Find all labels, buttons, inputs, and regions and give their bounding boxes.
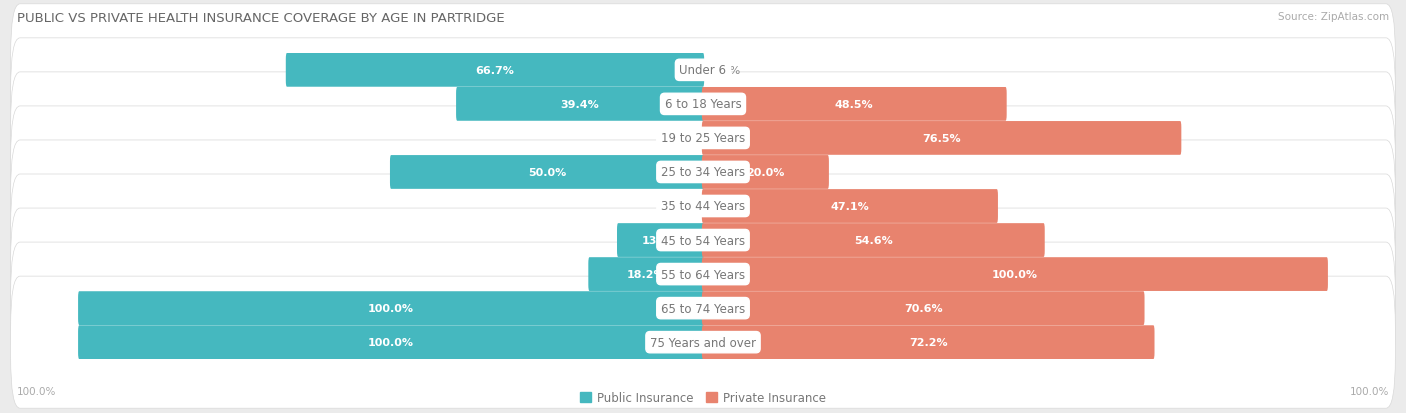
- Text: 25 to 34 Years: 25 to 34 Years: [661, 166, 745, 179]
- Text: 18.2%: 18.2%: [627, 269, 665, 280]
- FancyBboxPatch shape: [11, 209, 1395, 340]
- FancyBboxPatch shape: [11, 242, 1395, 374]
- FancyBboxPatch shape: [702, 156, 830, 190]
- Text: 55 to 64 Years: 55 to 64 Years: [661, 268, 745, 281]
- Text: 0.0%: 0.0%: [665, 202, 693, 211]
- FancyBboxPatch shape: [11, 5, 1395, 137]
- Text: 13.6%: 13.6%: [641, 235, 681, 245]
- Text: 100.0%: 100.0%: [991, 269, 1038, 280]
- FancyBboxPatch shape: [617, 223, 704, 257]
- FancyBboxPatch shape: [702, 122, 1181, 155]
- FancyBboxPatch shape: [702, 325, 1154, 359]
- FancyBboxPatch shape: [11, 73, 1395, 204]
- Text: 72.2%: 72.2%: [908, 337, 948, 347]
- FancyBboxPatch shape: [11, 140, 1395, 273]
- FancyBboxPatch shape: [11, 175, 1395, 306]
- FancyBboxPatch shape: [389, 156, 704, 190]
- Text: 48.5%: 48.5%: [835, 100, 873, 109]
- FancyBboxPatch shape: [702, 190, 998, 223]
- FancyBboxPatch shape: [702, 258, 1327, 291]
- Text: 70.6%: 70.6%: [904, 304, 942, 313]
- FancyBboxPatch shape: [11, 39, 1395, 171]
- FancyBboxPatch shape: [79, 292, 704, 325]
- FancyBboxPatch shape: [79, 325, 704, 359]
- Text: 19 to 25 Years: 19 to 25 Years: [661, 132, 745, 145]
- Text: 100.0%: 100.0%: [368, 304, 415, 313]
- Text: 47.1%: 47.1%: [831, 202, 869, 211]
- FancyBboxPatch shape: [702, 292, 1144, 325]
- Text: 35 to 44 Years: 35 to 44 Years: [661, 200, 745, 213]
- FancyBboxPatch shape: [11, 276, 1395, 408]
- Text: 65 to 74 Years: 65 to 74 Years: [661, 302, 745, 315]
- FancyBboxPatch shape: [702, 223, 1045, 257]
- Text: 50.0%: 50.0%: [527, 168, 567, 178]
- Text: 66.7%: 66.7%: [475, 66, 515, 76]
- FancyBboxPatch shape: [285, 54, 704, 88]
- Text: 45 to 54 Years: 45 to 54 Years: [661, 234, 745, 247]
- Text: 76.5%: 76.5%: [922, 133, 960, 144]
- Text: Under 6: Under 6: [679, 64, 727, 77]
- Text: 20.0%: 20.0%: [747, 168, 785, 178]
- Text: 75 Years and over: 75 Years and over: [650, 336, 756, 349]
- Text: 100.0%: 100.0%: [17, 387, 56, 396]
- FancyBboxPatch shape: [588, 258, 704, 291]
- Text: PUBLIC VS PRIVATE HEALTH INSURANCE COVERAGE BY AGE IN PARTRIDGE: PUBLIC VS PRIVATE HEALTH INSURANCE COVER…: [17, 12, 505, 25]
- Text: 0.0%: 0.0%: [665, 133, 693, 144]
- Legend: Public Insurance, Private Insurance: Public Insurance, Private Insurance: [575, 386, 831, 408]
- Text: Source: ZipAtlas.com: Source: ZipAtlas.com: [1278, 12, 1389, 22]
- FancyBboxPatch shape: [456, 88, 704, 121]
- FancyBboxPatch shape: [11, 107, 1395, 238]
- Text: 6 to 18 Years: 6 to 18 Years: [665, 98, 741, 111]
- Text: 39.4%: 39.4%: [561, 100, 599, 109]
- Text: 100.0%: 100.0%: [1350, 387, 1389, 396]
- FancyBboxPatch shape: [702, 88, 1007, 121]
- Text: 100.0%: 100.0%: [368, 337, 415, 347]
- Text: 0.0%: 0.0%: [713, 66, 741, 76]
- Text: 54.6%: 54.6%: [853, 235, 893, 245]
